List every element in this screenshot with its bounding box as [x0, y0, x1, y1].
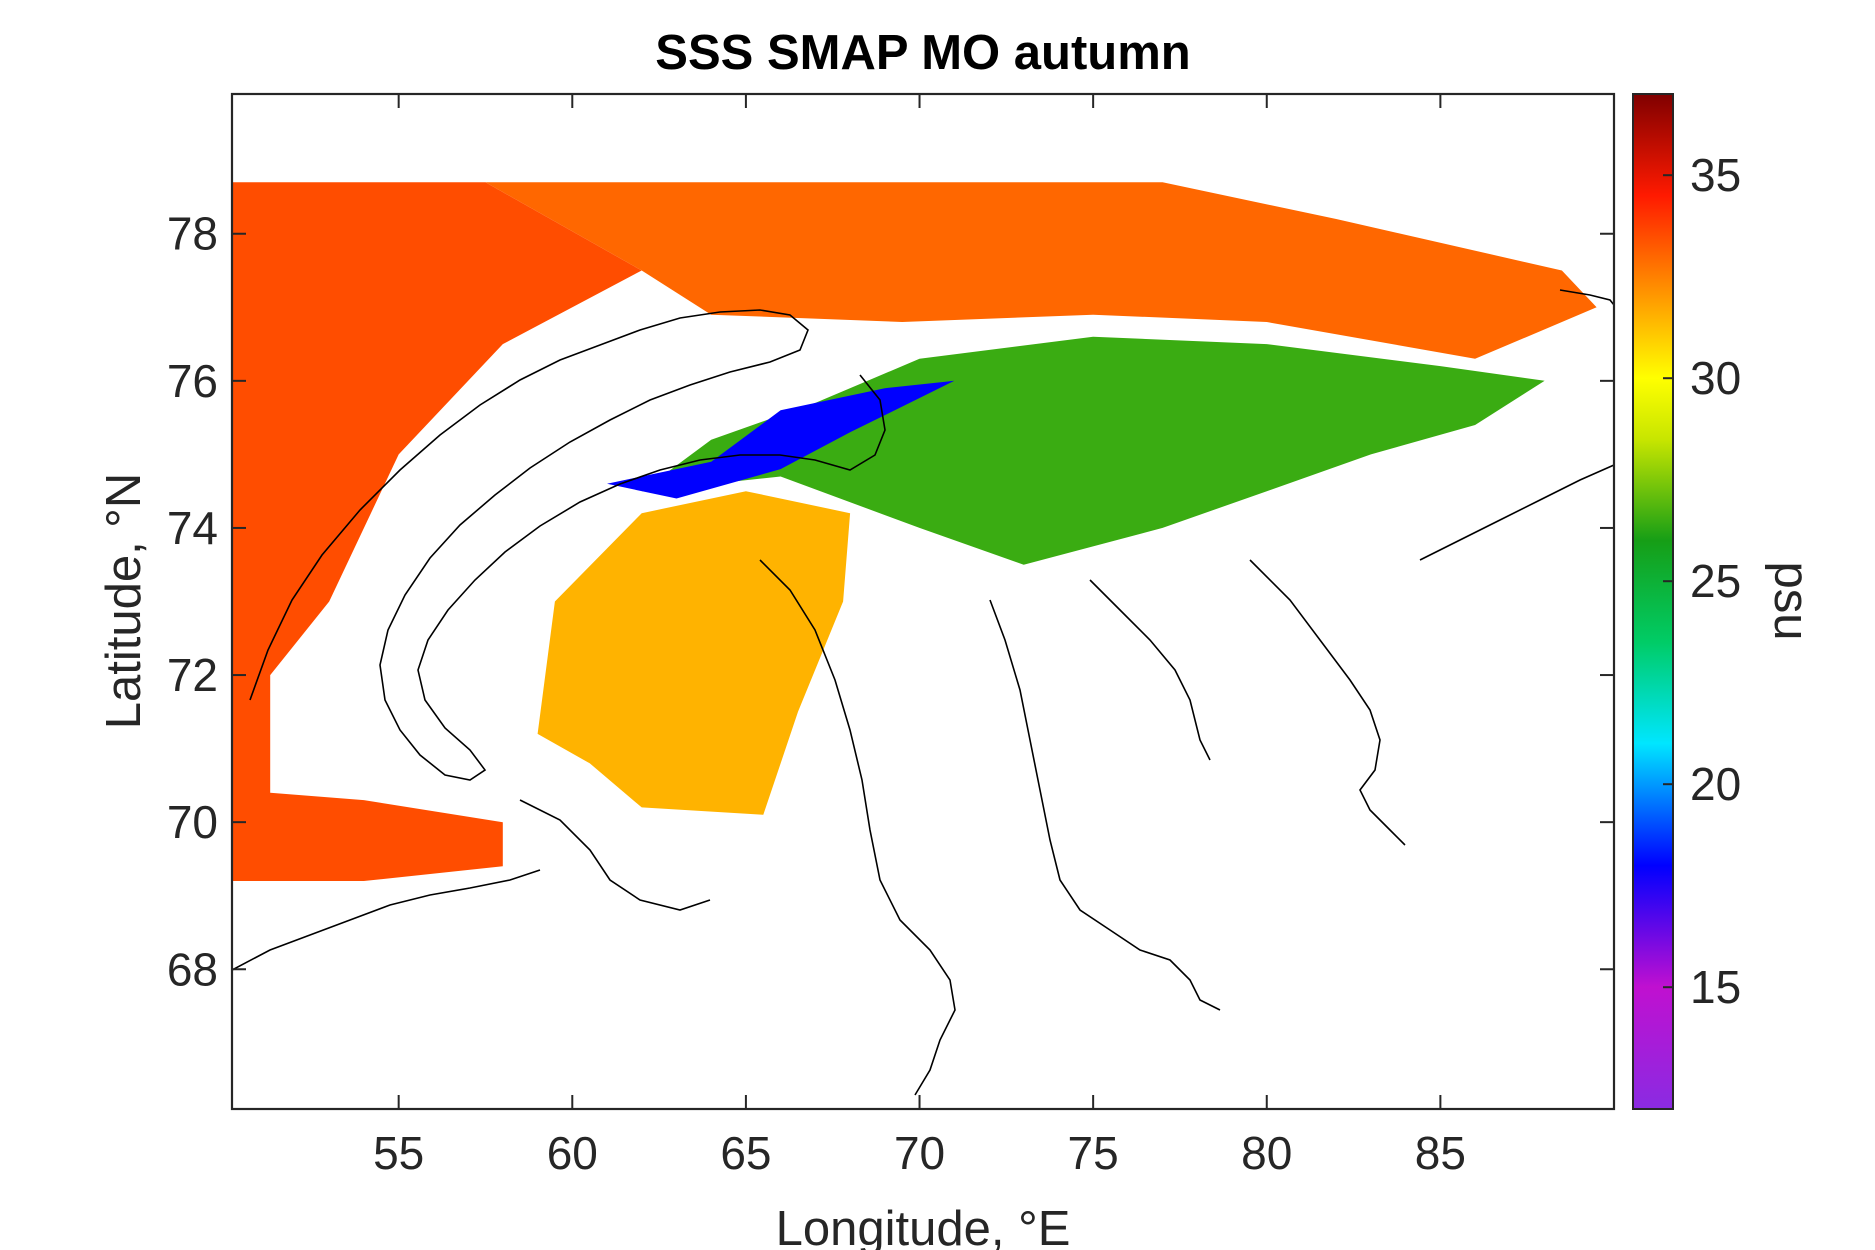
- plot-area: [230, 92, 1616, 1111]
- y-axis: 68 70 72 74 76 78 Latitude, °N: [97, 208, 1614, 995]
- colorbar-gradient: [1632, 93, 1674, 1110]
- x-tick-label: 80: [1241, 1127, 1292, 1179]
- salinity-region: [232, 182, 642, 882]
- ob-gulf-coastline: [989, 599, 1221, 1011]
- colorbar-tick-label: 30: [1690, 352, 1741, 404]
- x-axis-label: Longitude, °E: [776, 1202, 1071, 1250]
- colorbar-tick-label: 20: [1690, 758, 1741, 810]
- y-tick-label: 70: [167, 796, 218, 848]
- x-tick-label: 55: [373, 1127, 424, 1179]
- kolguev-coastline: [232, 869, 541, 971]
- colorbar-tick-label: 35: [1690, 149, 1741, 201]
- y-tick-label: 72: [167, 649, 218, 701]
- colorbar-label: psu: [1764, 561, 1818, 640]
- x-axis: 55 60 65 70 75 80 85 Longitude, °E: [373, 94, 1466, 1250]
- x-tick-label: 75: [1068, 1127, 1119, 1179]
- colorbar-tick-label: 25: [1690, 555, 1741, 607]
- novaya-zemlya-coastline: [249, 309, 886, 781]
- x-tick-label: 85: [1415, 1127, 1466, 1179]
- y-tick-label: 74: [167, 502, 218, 554]
- east-coastline: [1419, 464, 1614, 561]
- plot-frame: [230, 92, 1616, 1111]
- salinity-region: [607, 380, 955, 499]
- y-tick-label: 68: [167, 943, 218, 995]
- pechora-coastline: [519, 799, 711, 911]
- yamal-coastline: [759, 559, 956, 1096]
- x-tick-label: 70: [894, 1127, 945, 1179]
- y-tick-label: 78: [167, 208, 218, 260]
- severnaya-zemlya-coastline: [1559, 289, 1614, 306]
- x-tick-label: 60: [547, 1127, 598, 1179]
- salinity-cells: [232, 182, 1597, 882]
- y-axis-label: Latitude, °N: [97, 473, 151, 730]
- colorbar-tick-label: 15: [1690, 961, 1741, 1013]
- gydan-coastline: [1089, 579, 1211, 761]
- colorbar: 15 20 25 30 35 psu: [1632, 93, 1818, 1110]
- salinity-region: [485, 182, 1597, 359]
- chart-title: SSS SMAP MO autumn: [655, 26, 1190, 80]
- x-tick-label: 65: [720, 1127, 771, 1179]
- y-tick-label: 76: [167, 355, 218, 407]
- taymyr-coastline: [1249, 559, 1406, 846]
- coastline-lines: [232, 289, 1614, 1096]
